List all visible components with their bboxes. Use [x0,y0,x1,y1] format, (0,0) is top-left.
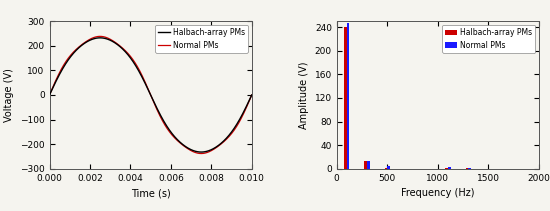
Legend: Halbach-array PMs, Normal PMs: Halbach-array PMs, Normal PMs [442,25,535,53]
Normal PMs [97,35,103,38]
Y-axis label: Voltage (V): Voltage (V) [4,68,14,122]
Bar [468,168,471,169]
Bar [344,27,346,169]
Halbach-array PMs [243,106,249,108]
X-axis label: Time (s): Time (s) [131,188,170,198]
Halbach-array PMs [249,94,255,96]
Y-axis label: Amplitude (V): Amplitude (V) [299,61,309,129]
Bar [448,167,450,169]
Bar [387,166,390,169]
Normal PMs [243,107,249,110]
Line: Normal PMs: Normal PMs [50,36,252,154]
Halbach-array PMs [198,151,205,153]
Halbach-array PMs [46,94,53,96]
Halbach-array PMs [139,77,146,80]
Halbach-array PMs [145,88,151,91]
Bar [465,168,468,169]
X-axis label: Frequency (Hz): Frequency (Hz) [401,188,475,198]
Normal PMs [57,71,63,73]
Normal PMs [249,94,255,96]
Bar [365,161,367,169]
Normal PMs [243,107,249,109]
Bar [347,23,349,169]
Normal PMs [198,152,205,155]
Bar [384,168,387,169]
Normal PMs [145,87,151,90]
Normal PMs [139,75,146,78]
Halbach-array PMs [57,73,63,75]
Halbach-array PMs [243,106,249,108]
Bar [367,161,370,169]
Normal PMs [206,150,212,153]
Halbach-array PMs [97,37,103,39]
Bar [446,168,448,169]
Legend: Halbach-array PMs, Normal PMs: Halbach-array PMs, Normal PMs [155,25,248,53]
Normal PMs [46,94,53,96]
Line: Halbach-array PMs: Halbach-array PMs [50,38,252,152]
Halbach-array PMs [206,149,212,152]
